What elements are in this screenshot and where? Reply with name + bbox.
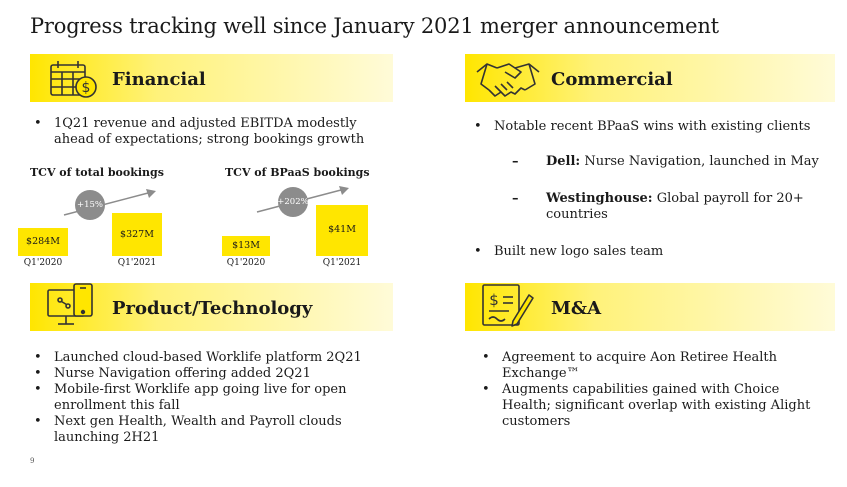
page-number: 9 bbox=[30, 457, 35, 465]
svg-text:$: $ bbox=[82, 80, 91, 96]
ma-heading: M&A bbox=[551, 298, 602, 319]
list-item: Notable recent BPaaS wins with existing … bbox=[470, 119, 830, 135]
bar-value-label: $13M bbox=[232, 240, 260, 251]
calendar-dollar-icon: $ bbox=[48, 57, 100, 105]
commercial-bullets: Notable recent BPaaS wins with existing … bbox=[470, 119, 830, 135]
product-heading: Product/Technology bbox=[112, 298, 313, 319]
list-item: Nurse Navigation offering added 2Q21 bbox=[30, 366, 370, 382]
westinghouse-win-item: Westinghouse: Global payroll for 20+ cou… bbox=[512, 191, 836, 223]
commercial-heading: Commercial bbox=[551, 69, 673, 90]
mobile-monitor-icon bbox=[44, 280, 98, 338]
bar-q1-2021 bbox=[316, 205, 368, 256]
x-tick-label: Q1'2021 bbox=[117, 258, 157, 268]
x-tick-label: Q1'2020 bbox=[226, 258, 266, 268]
list-item: 1Q21 revenue and adjusted EBITDA modestl… bbox=[30, 116, 390, 148]
bar-value-label: $284M bbox=[26, 236, 60, 247]
signed-document-icon: $ bbox=[479, 281, 535, 335]
list-item: Next gen Health, Wealth and Payroll clou… bbox=[30, 414, 370, 446]
x-tick-label: Q1'2020 bbox=[23, 258, 63, 268]
list-item: Agreement to acquire Aon Retiree Health … bbox=[478, 350, 828, 382]
financial-heading: Financial bbox=[112, 69, 206, 90]
growth-badge: +202% bbox=[277, 187, 309, 217]
chart-title: TCV of BPaaS bookings bbox=[225, 166, 370, 179]
ma-bullets: Agreement to acquire Aon Retiree Health … bbox=[478, 350, 828, 430]
growth-badge: +15% bbox=[75, 190, 105, 220]
win-description: Global payroll for 20+ countries bbox=[546, 191, 804, 222]
product-bullets: Launched cloud-based Worklife platform 2… bbox=[30, 350, 370, 446]
handshake-icon bbox=[475, 56, 541, 106]
bar-q1-2021 bbox=[112, 213, 162, 256]
chart-title: TCV of total bookings bbox=[30, 166, 164, 179]
page-title: Progress tracking well since January 202… bbox=[30, 14, 719, 38]
dell-win-item: Dell: Nurse Navigation, launched in May bbox=[512, 154, 847, 170]
client-name: Dell: bbox=[546, 154, 581, 169]
win-description: Nurse Navigation, launched in May bbox=[580, 154, 819, 169]
list-item: Built new logo sales team bbox=[470, 244, 830, 260]
bar-q1-2020 bbox=[18, 228, 68, 256]
svg-text:$: $ bbox=[489, 291, 499, 309]
commercial-bullets-2: Built new logo sales team bbox=[470, 244, 830, 260]
bar-value-label: $327M bbox=[120, 229, 154, 240]
bar-q1-2020 bbox=[222, 236, 270, 256]
x-tick-label: Q1'2021 bbox=[322, 258, 362, 268]
client-name: Westinghouse: bbox=[546, 191, 653, 206]
commercial-header-band bbox=[465, 54, 835, 102]
list-item: Mobile-first Worklife app going live for… bbox=[30, 382, 370, 414]
bar-value-label: $41M bbox=[328, 224, 356, 235]
list-item: Launched cloud-based Worklife platform 2… bbox=[30, 350, 370, 366]
list-item: Augments capabilities gained with Choice… bbox=[478, 382, 828, 430]
financial-bullets: 1Q21 revenue and adjusted EBITDA modestl… bbox=[30, 116, 390, 148]
